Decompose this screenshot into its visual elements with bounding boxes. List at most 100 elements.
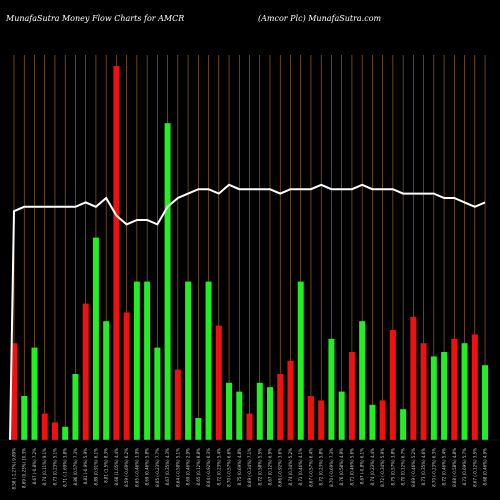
bar-44 (451, 338, 458, 440)
money-flow-bars (11, 66, 489, 440)
bar-30 (307, 396, 314, 440)
bar-8 (82, 303, 89, 440)
x-tick-labels: 8.58 (-1.27%) 9.89% 8.69 (0.23%) 10.3% 8.6… (12, 448, 488, 490)
bar-29 (297, 281, 304, 440)
bar-14 (144, 281, 151, 440)
x-tick-label: 8.72 (-0.34%) 5.9% (380, 448, 385, 487)
bar-43 (441, 352, 448, 440)
chart-title-left: MunafaSutra Money Flow Charts for AMCR (6, 14, 185, 23)
x-tick-label: 8.76 (0.58%) 4.9% (339, 448, 344, 486)
bar-11 (113, 66, 120, 440)
x-tick-label: 8.70 (-0.23%) 6.3% (431, 448, 436, 487)
x-tick-label: 8.70 (-0.69%) 7.3% (329, 448, 334, 487)
x-tick-label: 8.65 (-0.23%) 7.7% (155, 448, 160, 487)
bar-15 (154, 347, 161, 440)
x-tick-label: 8.72 (0.58%) 5.5% (257, 448, 262, 486)
bar-22 (226, 382, 233, 440)
bar-3 (31, 347, 38, 440)
bar-41 (420, 343, 427, 440)
bar-39 (400, 409, 407, 440)
bar-32 (328, 338, 335, 440)
x-tick-label: 8.81 (-0.9%) 5.9% (83, 448, 88, 485)
x-tick-label: 8.69 (0.46%) 2.9% (186, 448, 191, 486)
x-tick-label: 8.74 (0.34%) 5.2% (288, 448, 293, 486)
x-tick-label: 8.67 (-0.8%) 6.1% (360, 448, 365, 485)
bar-7 (72, 374, 79, 440)
x-tick-label: 8.73 (0.69%) 5.7% (462, 448, 467, 486)
x-tick-label: 8.73 (0.35%) 4.6% (421, 448, 426, 486)
bar-37 (379, 400, 386, 440)
bar-9 (92, 237, 99, 440)
x-tick-label: 8.72 (0.46%) 5.4% (442, 448, 447, 486)
x-tick-label: 8.59 (-0.69%) 6.2% (124, 448, 129, 487)
x-tick-label: 8.64 (-0.92%) 6.3% (206, 448, 211, 487)
bar-40 (410, 316, 417, 440)
bar-12 (123, 312, 130, 440)
x-tick-label: 8.58 (-1.27%) 9.89% (12, 448, 17, 490)
x-tick-label: 8.73 (0.23%) 5.1% (52, 448, 57, 486)
bar-38 (389, 330, 396, 440)
x-tick-label: 8.67 (-0.8%) 7.2% (32, 448, 37, 485)
bar-17 (174, 369, 181, 440)
bar-6 (62, 426, 69, 440)
bar-46 (471, 334, 478, 440)
bar-33 (338, 391, 345, 440)
bar-19 (195, 418, 202, 440)
x-tick-label: 8.71 (0.46%) 5.6% (349, 448, 354, 486)
x-tick-label: 8.89 (0.91%) 6.1% (93, 448, 98, 486)
bar-16 (164, 123, 171, 440)
x-tick-label: 8.71 (-1.69%) 3.8% (63, 448, 68, 487)
x-tick-label: 8.81 (1.5%) 8.3% (104, 448, 109, 483)
x-tick-label: 8.72 (0.23%) 5.8% (319, 448, 324, 486)
x-tick-label: 8.64 (-0.58%) 5.1% (175, 448, 180, 487)
x-tick-label: 8.67 (0.12%) 6.9% (268, 448, 273, 486)
bar-36 (369, 404, 376, 440)
bar-18 (185, 281, 192, 440)
bar-34 (348, 352, 355, 440)
bar-45 (461, 343, 468, 440)
bar-26 (267, 387, 273, 440)
x-tick-label: 8.65 (0.12%) 8.8% (196, 448, 201, 486)
x-tick-label: 8.69 (-0.34%) 7.1% (247, 448, 252, 487)
bar-2 (21, 396, 28, 440)
x-tick-label: 8.72 (0.23%) 5.4% (216, 448, 221, 486)
chart-title-right: (Amcor Plc) MunafaSutra.com (258, 14, 382, 23)
x-tick-label: 8.67 (-0.57%) 6.4% (308, 448, 313, 487)
bar-27 (277, 374, 284, 440)
x-tick-label: 8.66 (-0.92%) 3.6% (278, 448, 283, 487)
x-tick-label: 8.74 (0.23%) 4.4% (370, 448, 375, 486)
x-tick-label: 8.74 (0.11%) 9.1% (42, 448, 47, 486)
x-tick-label: 8.71 (0.46%) 4.1% (298, 448, 303, 486)
bar-25 (256, 382, 263, 440)
bar-24 (246, 413, 253, 440)
x-tick-label: 8.86 (0.57%) 7.3% (73, 448, 78, 486)
x-tick-label: 8.75 (0.57%) 3.8% (390, 448, 395, 486)
bar-23 (236, 391, 243, 440)
bar-31 (318, 400, 325, 440)
x-tick-label: 8.70 (-0.57%) 6.6% (227, 448, 232, 487)
bar-5 (51, 422, 58, 440)
bar-4 (41, 413, 48, 440)
bar-42 (430, 356, 437, 440)
bar-13 (133, 281, 140, 440)
x-tick-label: 8.68 (0.46%) 4.9% (483, 448, 488, 486)
x-tick-label: 8.69 (-0.46%) 5.2% (411, 448, 416, 487)
x-tick-label: 8.68 (1.05%) 4.4% (114, 448, 119, 486)
x-tick-label: 8.75 (0.69%) 4.8% (237, 448, 242, 486)
bar-28 (287, 360, 294, 440)
bar-20 (205, 281, 212, 440)
bar-10 (103, 321, 110, 440)
x-tick-label: 8.65 (-0.46%) 3.9% (134, 448, 139, 487)
bar-35 (359, 321, 366, 440)
bar-1 (11, 343, 17, 440)
x-tick-label: 8.67 (-0.12%) 3.5% (472, 448, 477, 487)
x-tick-label: 8.68 (-0.58%) 4.8% (452, 448, 457, 487)
x-tick-label: 8.69 (0.23%) 10.3% (22, 448, 27, 488)
x-tick-label: 8.70 (0.12%) 6.7% (401, 448, 406, 486)
price-line (9, 183, 486, 441)
x-tick-label: 8.69 (0.46%) 5.8% (145, 448, 150, 486)
bar-47 (482, 365, 489, 440)
x-tick-label: 8.67 (0.35%) 4.3% (165, 448, 170, 486)
bar-21 (215, 325, 222, 440)
